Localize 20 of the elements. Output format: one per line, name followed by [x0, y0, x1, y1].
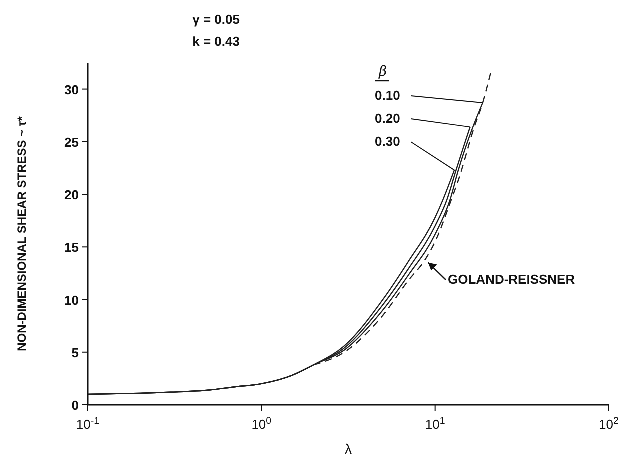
- text: k = 0.43: [192, 34, 240, 49]
- text: 0.20: [375, 111, 400, 126]
- x-tick-label: 10$^{0}$: [252, 416, 272, 432]
- y-tick-label: 10: [64, 292, 79, 308]
- legend-title: β: [378, 64, 388, 80]
- y-tick-label: 0: [72, 398, 79, 413]
- text: 0.10: [375, 88, 400, 103]
- x-tick-label: 10$^{-1}$: [76, 416, 100, 432]
- y-tick-label: 20: [64, 188, 79, 203]
- x-tick-label: 10$^{2}$: [599, 416, 619, 432]
- y-tick-label: 15: [64, 240, 79, 256]
- x-axis-title: λ: [345, 441, 352, 457]
- y-axis-title: NON-DIMENSIONAL SHEAR STRESS ~ τ*: [15, 116, 29, 352]
- y-tick-label: 5: [72, 345, 79, 360]
- x-tick-label: 10$^{1}$: [425, 416, 446, 432]
- text: γ = 0.05: [192, 12, 240, 27]
- series-label: GOLAND-REISSNER: [448, 272, 576, 287]
- y-tick-label: 30: [64, 82, 79, 98]
- y-tick-label: 25: [64, 134, 79, 150]
- text: 0.30: [375, 134, 400, 149]
